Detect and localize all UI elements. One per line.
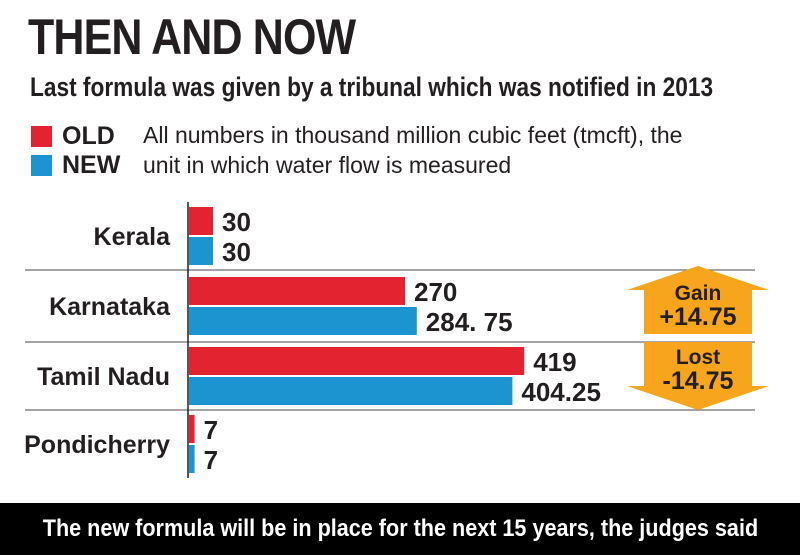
category-label-kerala: Kerala bbox=[94, 223, 172, 251]
legend-old-label: OLD bbox=[62, 122, 115, 150]
callout-arrow-lost bbox=[627, 342, 769, 410]
unit-note: All numbers in thousand million cubic fe… bbox=[143, 122, 683, 178]
bar-old-tamil-nadu bbox=[189, 347, 525, 375]
bar-new-pondicherry bbox=[189, 445, 195, 473]
callout-value: +14.75 bbox=[659, 303, 736, 331]
data-label-new-pondicherry: 7 bbox=[204, 445, 218, 475]
bar-old-karnataka bbox=[189, 277, 405, 305]
data-label-new-karnataka: 284. 75 bbox=[426, 307, 513, 337]
category-label-tamil-nadu: Tamil Nadu bbox=[37, 363, 170, 391]
legend-old-swatch bbox=[31, 126, 52, 147]
legend-new: NEW bbox=[31, 151, 120, 180]
bar-old-pondicherry bbox=[189, 415, 195, 443]
footer-text: The new formula will be in place for the… bbox=[42, 515, 758, 542]
data-label-old-pondicherry: 7 bbox=[204, 415, 218, 445]
legend-new-label: NEW bbox=[62, 151, 121, 179]
bar-new-tamil-nadu bbox=[189, 377, 513, 405]
data-label-old-tamil-nadu: 419 bbox=[533, 347, 576, 377]
data-label-new-tamil-nadu: 404.25 bbox=[521, 377, 601, 407]
chart-title: THEN AND NOW bbox=[28, 9, 356, 65]
bar-old-kerala bbox=[189, 207, 213, 235]
callout-arrow-gain bbox=[627, 266, 769, 334]
legend-old: OLD bbox=[31, 122, 115, 151]
bar-new-karnataka bbox=[189, 307, 417, 335]
callout-value: -14.75 bbox=[663, 367, 734, 395]
chart-subtitle: Last formula was given by a tribunal whi… bbox=[30, 72, 714, 102]
legend-new-swatch bbox=[31, 155, 52, 176]
data-label-old-kerala: 30 bbox=[222, 207, 251, 237]
data-label-old-karnataka: 270 bbox=[414, 277, 457, 307]
category-label-karnataka: Karnataka bbox=[49, 293, 171, 321]
callout-label: Lost bbox=[676, 346, 720, 369]
footer-bar: The new formula will be in place for the… bbox=[0, 503, 800, 555]
callout-label: Gain bbox=[675, 282, 722, 305]
data-label-new-kerala: 30 bbox=[222, 237, 251, 267]
category-label-pondicherry: Pondicherry bbox=[24, 431, 170, 459]
bar-new-kerala bbox=[189, 237, 213, 265]
